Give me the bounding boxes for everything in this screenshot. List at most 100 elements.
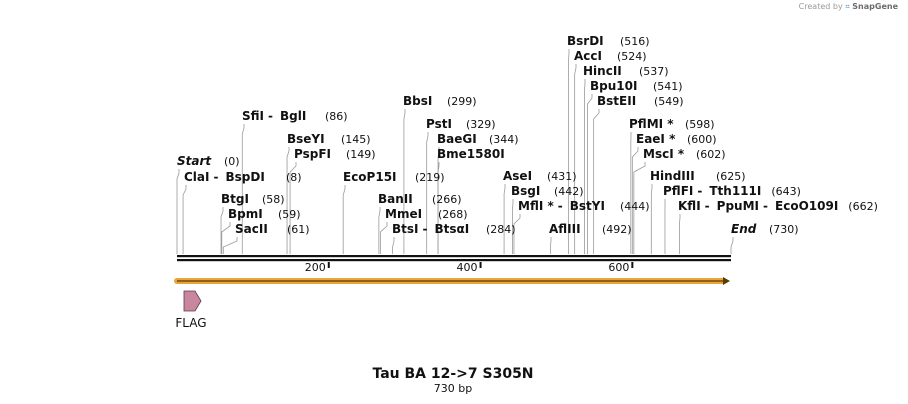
site-position: (431) (547, 170, 577, 183)
enzyme-name[interactable]: PflFI (663, 184, 693, 198)
restriction-site[interactable]: Start (0) (177, 154, 240, 168)
site-position: (149) (346, 148, 376, 161)
enzyme-name[interactable]: BsgI (511, 184, 540, 198)
restriction-site[interactable]: BstEII (549) (597, 94, 684, 108)
enzyme-name[interactable]: KflI (678, 199, 701, 213)
enzyme-name[interactable]: AccI (574, 49, 602, 63)
enzyme-name[interactable]: HincII (583, 64, 622, 78)
ruler-tick-label: 600 (608, 261, 629, 274)
restriction-site[interactable]: PspFI (149) (294, 147, 376, 161)
restriction-site[interactable]: Bpu10I (541) (590, 79, 683, 93)
enzyme-name[interactable]: BsrDI (567, 34, 604, 48)
site-position: (444) (620, 200, 650, 213)
site-position: (549) (654, 95, 684, 108)
restriction-site[interactable]: MscI * (602) (643, 147, 726, 161)
restriction-site[interactable]: PstI (329) (426, 117, 496, 131)
site-leader-line (403, 109, 406, 254)
restriction-site[interactable]: PflFI - Tth111I (643) (663, 184, 801, 198)
enzyme-name[interactable]: BstYI (570, 199, 605, 213)
restriction-site[interactable]: EaeI * (600) (636, 132, 717, 146)
enzyme-name[interactable]: BseYI (287, 132, 325, 146)
site-position: (86) (325, 110, 348, 123)
enzyme-name[interactable]: BglI (280, 109, 306, 123)
restriction-site[interactable]: SfiI - BglI (86) (242, 109, 348, 123)
site-leader-line (182, 185, 187, 254)
enzyme-name[interactable]: AseI (503, 169, 532, 183)
enzyme-name[interactable]: AflIII (549, 222, 581, 236)
map-length: 730 bp (434, 382, 472, 395)
restriction-site[interactable]: BsgI (442) (511, 184, 584, 198)
feature-track: FLAG (175, 290, 207, 330)
restriction-site[interactable]: MflI * - BstYI (444) (518, 199, 650, 213)
enzyme-name[interactable]: BpmI (228, 207, 263, 221)
enzyme-name[interactable]: MflI * (518, 199, 554, 213)
enzyme-name[interactable]: BtsI (392, 222, 419, 236)
restriction-site[interactable]: BtsI - BtsαI (284) (392, 222, 516, 236)
restriction-site[interactable]: AseI (431) (503, 169, 577, 183)
enzyme-name[interactable]: EcoP15I (343, 170, 397, 184)
restriction-site[interactable]: KflI - PpuMI - EcoO109I (662) (678, 199, 878, 213)
restriction-site[interactable]: BseYI (145) (287, 132, 371, 146)
enzyme-name[interactable]: EaeI * (636, 132, 676, 146)
orf-arrow[interactable] (174, 277, 730, 285)
restriction-site[interactable]: BpmI (59) (228, 207, 301, 221)
enzyme-name[interactable]: BaeGI (437, 132, 477, 146)
ruler-tick-label: 400 (457, 261, 478, 274)
feature-flag[interactable]: FLAG (175, 290, 207, 330)
enzyme-name[interactable]: BstEII (597, 94, 636, 108)
enzyme-name[interactable]: HindIII (650, 169, 695, 183)
enzyme-name[interactable]: Bme1580I (437, 147, 505, 161)
restriction-site[interactable]: BaeGI (344) (437, 132, 519, 146)
restriction-site[interactable]: PflMI * (598) (629, 117, 715, 131)
site-position: (58) (262, 193, 285, 206)
site-leader-line (286, 147, 290, 254)
restriction-site[interactable]: EcoP15I (219) (343, 170, 445, 184)
restriction-site[interactable]: BbsI (299) (403, 94, 477, 108)
restriction-site[interactable]: BtgI (58) (221, 192, 285, 206)
enzyme-name[interactable]: EcoO109I (775, 199, 838, 213)
enzyme-name[interactable]: Start (177, 154, 212, 168)
sequence-backbone-top (177, 255, 731, 258)
site-leader-line (241, 124, 245, 254)
enzyme-name[interactable]: SacII (235, 222, 268, 236)
enzyme-name[interactable]: Tth111I (709, 184, 761, 198)
site-position: (516) (620, 35, 650, 48)
enzyme-name[interactable]: BtsαI (435, 222, 470, 236)
site-name-separator: - (268, 109, 273, 123)
site-leader-line (549, 237, 552, 254)
site-position: (598) (685, 118, 715, 131)
enzyme-name[interactable]: BtgI (221, 192, 249, 206)
ruler-ticks: 200 400 600 (305, 261, 634, 274)
enzyme-name[interactable]: Bpu10I (590, 79, 637, 93)
site-name-separator: - (705, 199, 710, 213)
enzyme-name[interactable]: MscI * (643, 147, 685, 161)
enzyme-name[interactable]: SfiI (242, 109, 264, 123)
enzyme-name[interactable]: BbsI (403, 94, 432, 108)
restriction-site[interactable]: AflIII (492) (549, 222, 632, 236)
enzyme-name[interactable]: PstI (426, 117, 452, 131)
restriction-site[interactable]: HindIII (625) (650, 169, 746, 183)
enzyme-name[interactable]: ClaI (184, 170, 209, 184)
restriction-site[interactable]: End (730) (731, 222, 799, 236)
site-position: (145) (341, 133, 371, 146)
feature-arrow-icon (183, 290, 202, 312)
enzyme-name[interactable]: MmeI (385, 207, 422, 221)
enzyme-name[interactable]: BanII (378, 192, 413, 206)
restriction-site[interactable]: Bme1580I (437, 147, 505, 161)
enzyme-name[interactable]: End (731, 222, 757, 236)
restriction-site[interactable]: AccI (524) (574, 49, 647, 63)
ruler-tick-label: 200 (305, 261, 326, 274)
site-leader-lines (176, 49, 734, 254)
restriction-site[interactable]: MmeI (268) (385, 207, 468, 221)
enzyme-name[interactable]: PspFI (294, 147, 331, 161)
site-name-separator: - (697, 184, 702, 198)
restriction-site[interactable]: ClaI - BspDI (8) (184, 170, 302, 184)
enzyme-name[interactable]: PflMI * (629, 117, 674, 131)
restriction-site[interactable]: BanII (266) (378, 192, 462, 206)
restriction-site[interactable]: HincII (537) (583, 64, 669, 78)
enzyme-name[interactable]: PpuMI (717, 199, 759, 213)
restriction-site[interactable]: SacII (61) (235, 222, 310, 236)
restriction-site[interactable]: BsrDI (516) (567, 34, 650, 48)
enzyme-name[interactable]: BspDI (225, 170, 264, 184)
